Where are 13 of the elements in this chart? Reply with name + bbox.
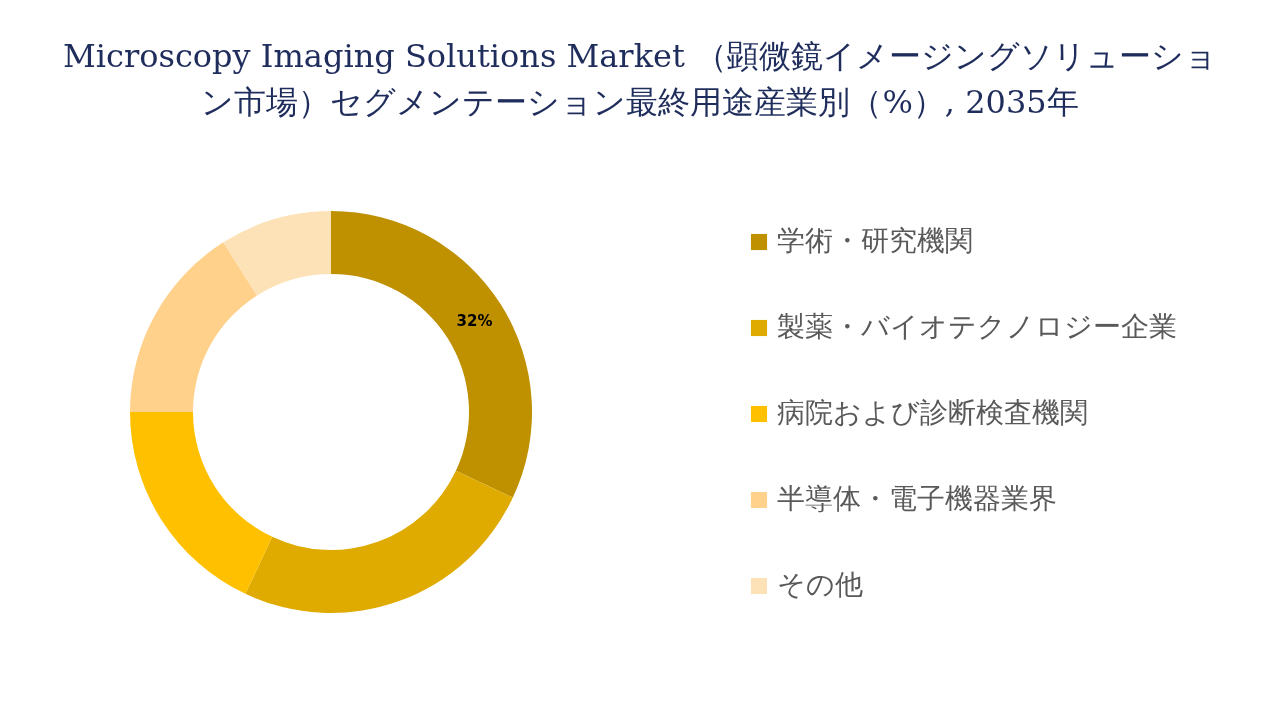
donut-slice: [130, 412, 273, 594]
donut-slice: [223, 211, 331, 296]
donut-slice: [245, 470, 513, 613]
donut-slice: [331, 211, 532, 498]
legend-label: 半導体・電子機器業界: [777, 482, 1057, 515]
donut-slice: [130, 242, 258, 412]
data-label: 32%: [456, 311, 493, 330]
legend-label: 製薬・バイオテクノロジー企業: [777, 310, 1177, 343]
legend-label: 病院および診断検査機関: [777, 396, 1088, 429]
legend-label: 学術・研究機関: [777, 224, 973, 257]
text: Microscopy Imaging Solutions Market （顕微鏡イメージングソリューショ: [63, 37, 1217, 75]
text: ン市場）セグメンテーション最終用途産業別（%）, 2035年: [201, 83, 1079, 121]
legend-label: その他: [777, 568, 863, 601]
